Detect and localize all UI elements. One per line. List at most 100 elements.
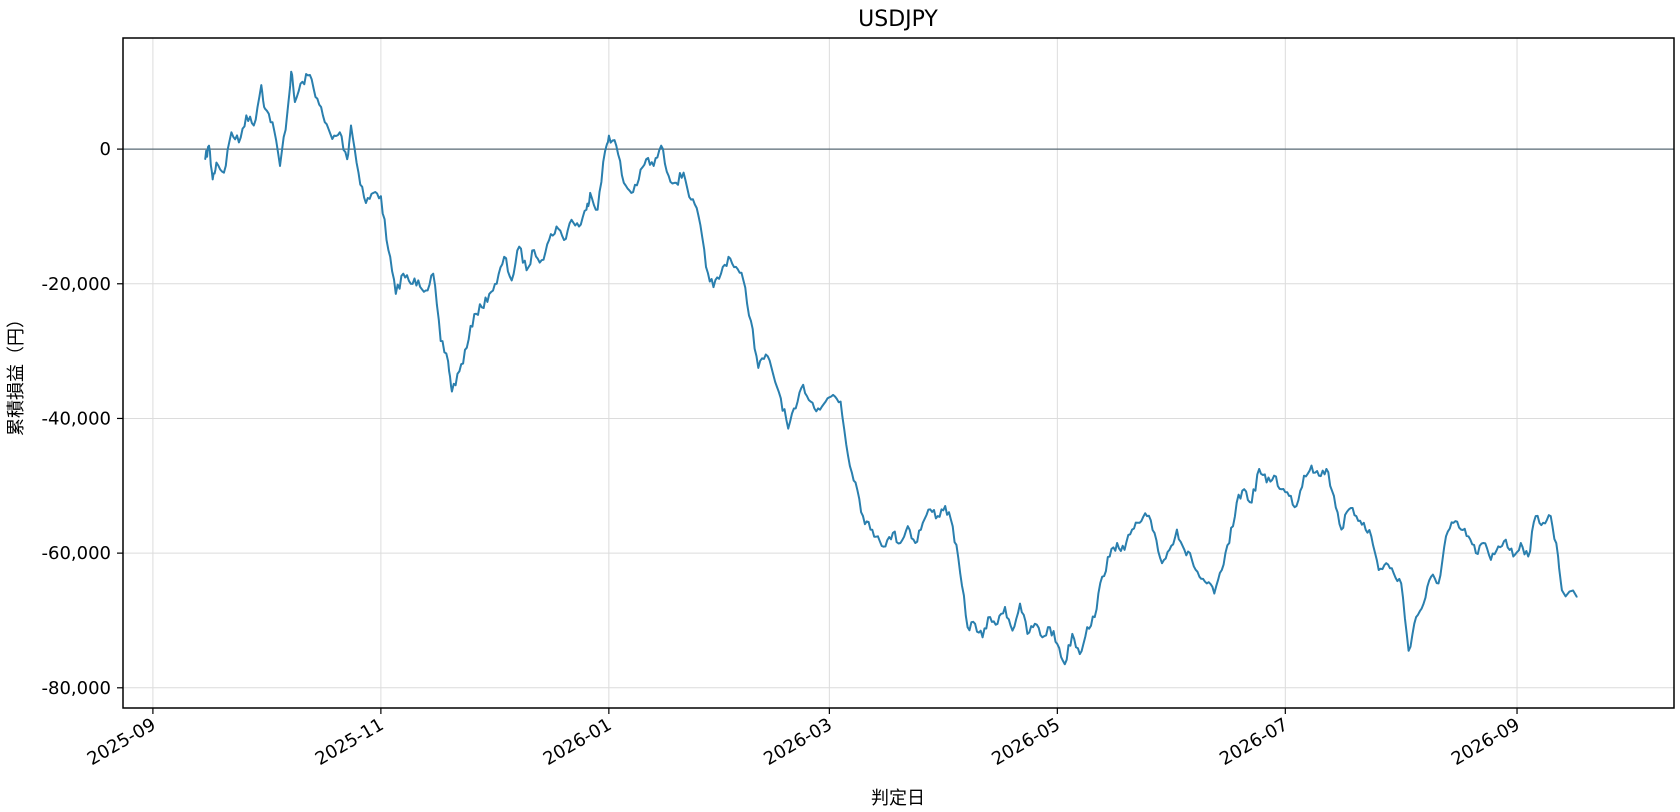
data-point xyxy=(1363,522,1365,524)
chart-title: USDJPY xyxy=(858,7,938,32)
data-point xyxy=(966,626,969,628)
data-point xyxy=(1430,575,1432,578)
data-point xyxy=(1161,562,1163,565)
data-point xyxy=(555,225,558,228)
data-point xyxy=(316,97,319,100)
data-point xyxy=(1549,515,1552,517)
data-point xyxy=(1176,528,1178,531)
data-point xyxy=(1071,633,1074,635)
data-point xyxy=(1273,474,1275,477)
data-point xyxy=(589,192,591,194)
data-point xyxy=(238,141,240,144)
y-tick-label: -80,000 xyxy=(42,678,111,699)
data-point xyxy=(854,481,857,484)
data-point xyxy=(929,508,932,511)
data-point xyxy=(1385,562,1388,565)
data-point xyxy=(1467,535,1470,538)
data-point xyxy=(1116,542,1118,544)
data-point xyxy=(338,131,341,134)
data-point xyxy=(750,320,752,322)
data-point xyxy=(495,282,498,285)
data-point xyxy=(944,505,947,507)
data-point xyxy=(548,239,550,241)
data-point xyxy=(1213,592,1216,595)
data-point xyxy=(208,144,210,147)
data-point xyxy=(1561,589,1563,591)
data-point xyxy=(585,208,588,211)
data-point xyxy=(1250,501,1253,504)
data-point xyxy=(936,515,939,517)
data-point xyxy=(488,293,491,295)
data-point xyxy=(608,134,610,137)
data-point xyxy=(921,522,924,524)
data-point xyxy=(533,249,535,251)
data-point xyxy=(563,239,565,241)
data-point xyxy=(832,394,834,396)
data-point xyxy=(697,215,700,218)
data-point xyxy=(1288,495,1290,497)
x-axis-label: 判定日 xyxy=(871,788,925,809)
data-point xyxy=(301,80,304,83)
data-point xyxy=(380,195,382,198)
y-axis-ticks: 0 -20,000 -40,000 -60,000 -80,000 xyxy=(42,139,123,699)
data-point xyxy=(675,181,677,184)
data-point xyxy=(907,525,909,527)
data-point xyxy=(615,144,618,147)
data-point xyxy=(1131,528,1133,531)
data-point xyxy=(1078,653,1081,655)
data-point xyxy=(1318,474,1320,477)
data-point xyxy=(372,192,375,194)
data-point xyxy=(996,623,999,625)
data-point xyxy=(712,286,715,288)
data-point xyxy=(705,266,707,268)
data-point xyxy=(1340,528,1343,531)
data-point xyxy=(1400,582,1402,585)
data-point xyxy=(847,454,849,457)
data-point xyxy=(204,158,207,161)
data-point xyxy=(1519,542,1522,544)
data-point xyxy=(324,121,326,123)
data-point xyxy=(604,150,606,152)
data-point xyxy=(264,107,266,110)
data-point xyxy=(1348,508,1350,511)
data-point xyxy=(253,124,255,127)
data-point xyxy=(596,208,599,211)
data-point xyxy=(809,400,812,403)
data-point xyxy=(447,360,449,363)
data-point xyxy=(951,525,954,527)
data-point xyxy=(518,245,520,248)
data-point xyxy=(1235,501,1238,504)
data-point xyxy=(1497,545,1500,548)
data-point xyxy=(1138,522,1141,524)
data-point xyxy=(1377,569,1380,571)
data-point xyxy=(424,289,427,292)
data-point xyxy=(869,528,872,531)
data-point xyxy=(350,124,352,127)
data-point xyxy=(279,165,281,167)
data-point xyxy=(473,313,476,315)
data-point xyxy=(1415,616,1417,618)
data-point xyxy=(667,175,670,177)
data-point xyxy=(245,114,248,117)
data-point xyxy=(652,165,655,167)
data-point xyxy=(417,279,420,282)
series-layer xyxy=(204,70,1578,666)
data-point xyxy=(637,178,640,181)
data-point xyxy=(877,535,879,538)
data-point xyxy=(510,279,513,282)
data-point xyxy=(802,383,804,386)
data-point xyxy=(503,256,506,258)
data-point xyxy=(458,370,461,373)
data-point xyxy=(817,407,819,410)
data-point xyxy=(974,623,976,625)
data-point xyxy=(787,427,790,430)
data-point xyxy=(959,572,961,575)
data-point xyxy=(1146,515,1148,517)
data-point xyxy=(1183,548,1186,551)
data-point xyxy=(439,340,442,342)
data-point xyxy=(395,293,397,295)
data-point xyxy=(1295,505,1298,507)
data-point xyxy=(1258,468,1260,470)
data-point xyxy=(1534,515,1537,517)
